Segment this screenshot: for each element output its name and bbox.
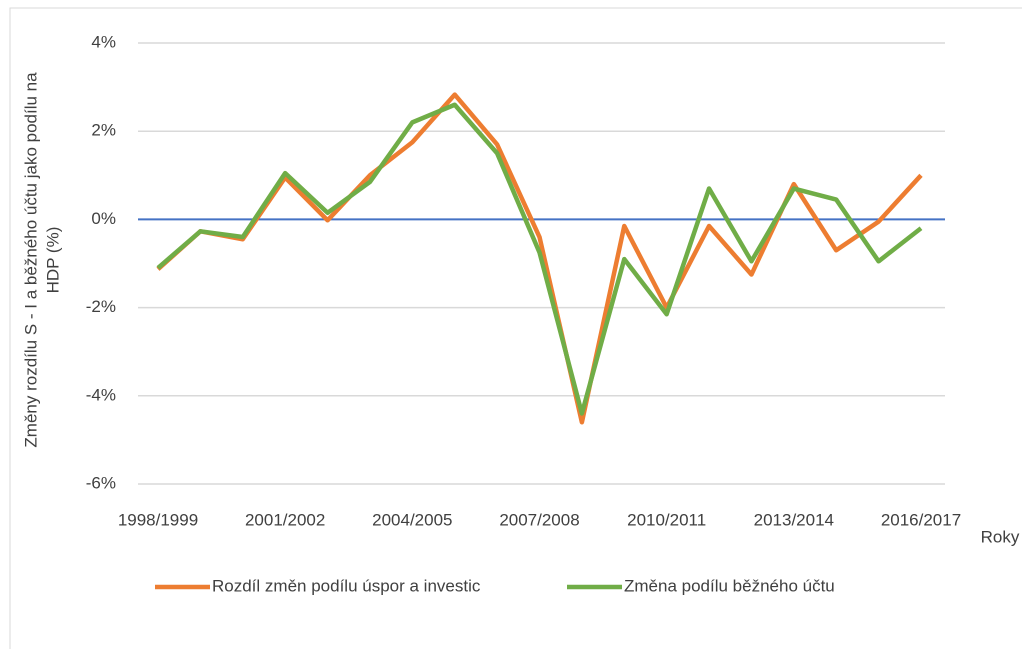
y-axis-label: HDP (%) [43, 227, 62, 294]
y-axis-label: Změny rozdílu S - I a běžného účtu jako … [21, 72, 40, 448]
y-tick-label: 0% [91, 209, 116, 228]
y-tick-label: -6% [86, 473, 116, 492]
series-line [156, 92, 923, 425]
y-tick-label: 2% [91, 121, 116, 140]
y-tick-label: -2% [86, 297, 116, 316]
x-tick-label: 2016/2017 [881, 510, 961, 529]
x-tick-label: 2001/2002 [245, 510, 325, 529]
x-tick-label: 2007/2008 [499, 510, 579, 529]
series-line [156, 102, 923, 416]
x-tick-label: 2004/2005 [372, 510, 452, 529]
x-tick-label: 2010/2011 [627, 510, 706, 529]
x-axis-label: Roky [981, 527, 1020, 546]
legend-label: Změna podílu běžného účtu [624, 576, 835, 595]
legend-label: Rozdíl změn podílu úspor a investic [212, 576, 481, 595]
y-tick-label: 4% [91, 32, 116, 51]
x-tick-label: 1998/1999 [118, 510, 198, 529]
y-tick-label: -4% [86, 385, 116, 404]
x-tick-label: 2013/2014 [754, 510, 834, 529]
chart-frame [9, 7, 1022, 649]
